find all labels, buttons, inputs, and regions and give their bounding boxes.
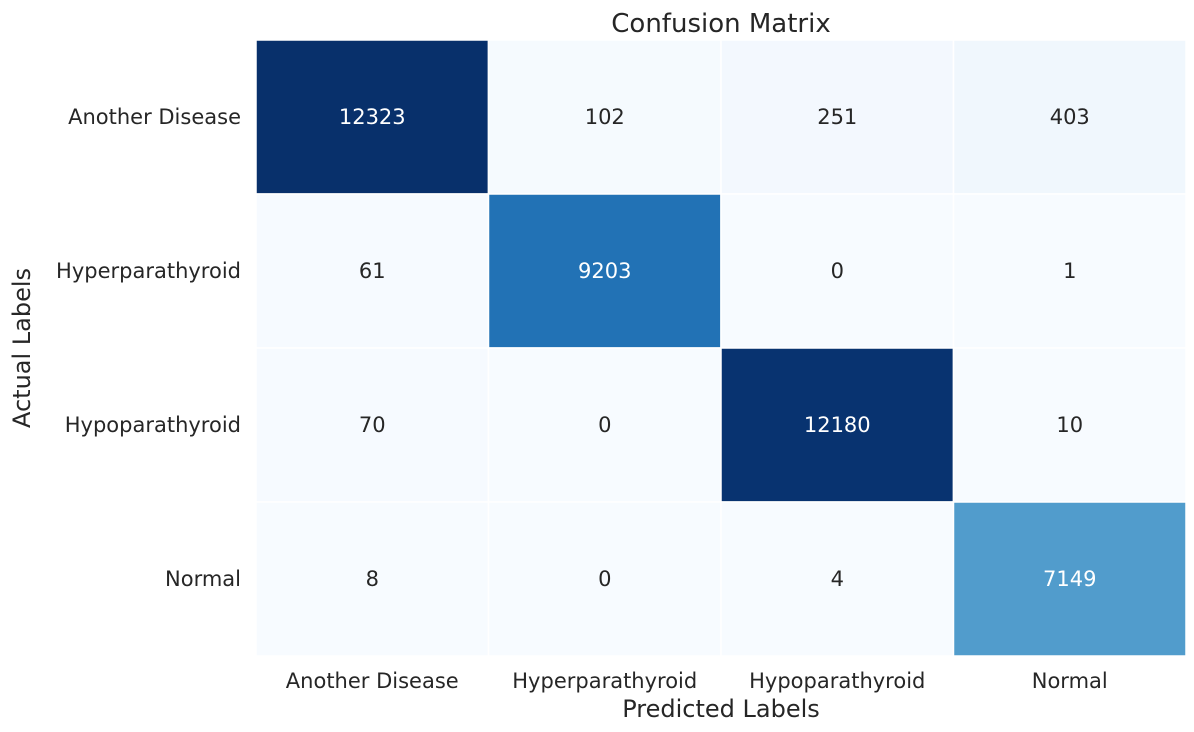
heatmap-cell (952, 193, 1187, 349)
cell-value-label: 70 (359, 413, 386, 437)
cell-value-label: 10 (1056, 413, 1083, 437)
x-tick-label: Hypoparathyroid (749, 669, 925, 693)
cell-value-label: 9203 (578, 259, 631, 283)
heatmap-cell (487, 39, 722, 195)
cell-value-label: 403 (1050, 105, 1090, 129)
heatmap-cell (487, 193, 722, 349)
y-axis-label: Actual Labels (8, 268, 36, 428)
heatmap-cells (255, 39, 1187, 657)
heatmap-cell (255, 193, 490, 349)
heatmap-cell (255, 501, 490, 657)
y-tick-label: Normal (165, 567, 241, 591)
cell-value-label: 251 (817, 105, 857, 129)
chart-title: Confusion Matrix (611, 9, 830, 39)
y-tick-labels: Another Disease Hyperparathyroid Hypoparat… (56, 105, 241, 591)
heatmap-cell (952, 39, 1187, 195)
cell-value-label: 61 (359, 259, 386, 283)
heatmap-cell-labels: 12323 102 251 403 61 9203 0 1 70 0 12180 10 8 0 4 7149 (339, 105, 1097, 591)
x-tick-label: Normal (1032, 669, 1108, 693)
x-tick-labels: Another Disease Hyperparathyroid Hypoparat… (286, 669, 1108, 693)
y-tick-label: Another Disease (68, 105, 241, 129)
y-tick-label: Hyperparathyroid (56, 259, 241, 283)
cell-value-label: 12323 (339, 105, 406, 129)
y-tick-label: Hypoparathyroid (65, 413, 241, 437)
heatmap-cell (720, 501, 955, 657)
cell-value-label: 4 (831, 567, 844, 591)
heatmap-cell (720, 39, 955, 195)
x-tick-label: Another Disease (286, 669, 459, 693)
cell-value-label: 0 (831, 259, 844, 283)
heatmap-cell (255, 39, 490, 195)
cell-value-label: 12180 (804, 413, 871, 437)
cell-value-label: 0 (598, 567, 611, 591)
cell-value-label: 8 (366, 567, 379, 591)
heatmap-cell (952, 347, 1187, 503)
heatmap-cell (952, 501, 1187, 657)
cell-value-label: 0 (598, 413, 611, 437)
x-tick-label: Hyperparathyroid (512, 669, 697, 693)
cell-value-label: 1 (1063, 259, 1076, 283)
cell-value-label: 102 (585, 105, 625, 129)
x-axis-label: Predicted Labels (622, 695, 820, 723)
heatmap-cell (487, 347, 722, 503)
cell-value-label: 7149 (1043, 567, 1096, 591)
heatmap-cell (487, 501, 722, 657)
